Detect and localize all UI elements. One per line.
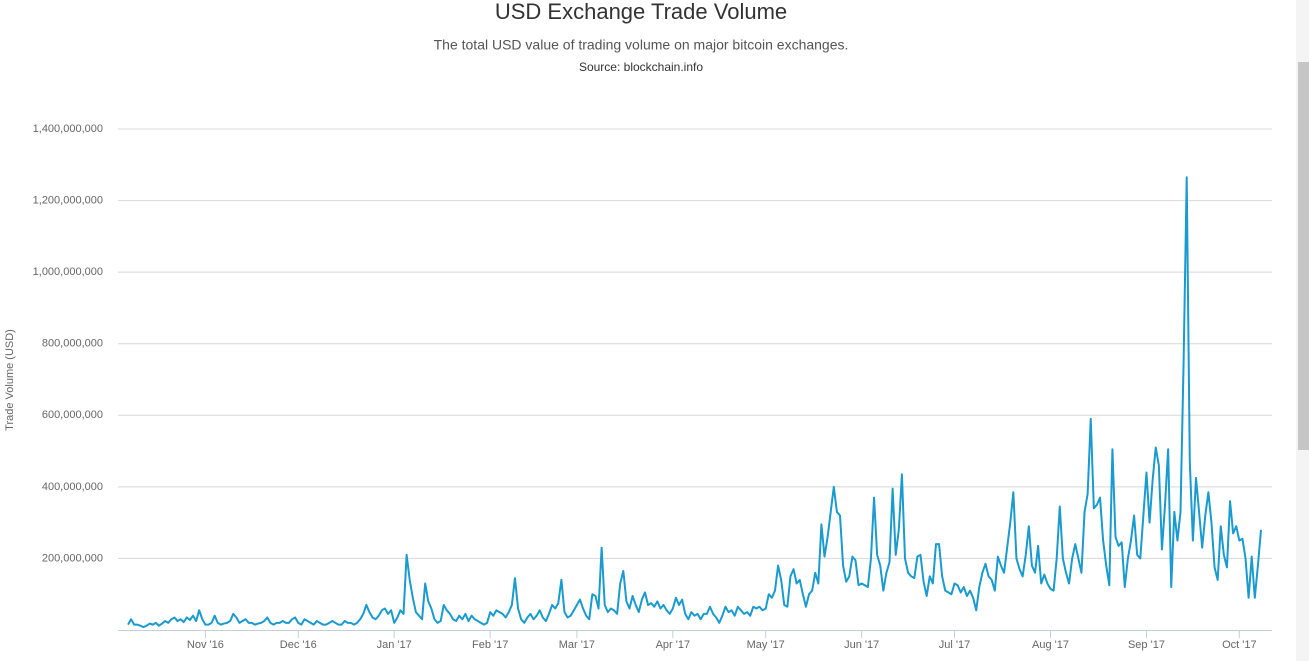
x-tick-label: Jun '17 [844, 639, 879, 651]
y-tick-label: 600,000,000 [42, 409, 103, 421]
y-tick-label: 400,000,000 [42, 481, 103, 493]
y-tick-label: 1,000,000,000 [33, 266, 103, 278]
x-tick-label: Oct '17 [1222, 639, 1257, 651]
x-tick-label: Dec '16 [280, 639, 317, 651]
x-tick-label: Aug '17 [1032, 639, 1069, 651]
chart-title: USD Exchange Trade Volume [495, 0, 787, 24]
y-tick-label: 800,000,000 [42, 338, 103, 350]
data-line [127, 176, 1262, 629]
scrollbar-thumb[interactable] [1298, 62, 1309, 450]
y-tick-label: 200,000,000 [42, 552, 103, 564]
x-tick-label: Jul '17 [939, 639, 970, 651]
x-tick-label: Sep '17 [1128, 639, 1165, 651]
chart-source: Source: blockchain.info [579, 60, 703, 74]
y-axis-label: Trade Volume (USD) [4, 329, 16, 431]
x-tick-label: Mar '17 [559, 639, 595, 651]
x-tick-label: Nov '16 [187, 639, 224, 651]
y-tick-label: 1,400,000,000 [33, 123, 103, 135]
x-tick-label: Jan '17 [377, 639, 412, 651]
x-tick-label: Apr '17 [656, 639, 691, 651]
x-tick-label: May '17 [747, 639, 785, 651]
chart-subtitle: The total USD value of trading volume on… [434, 37, 849, 53]
y-tick-label: 1,200,000,000 [33, 194, 103, 206]
x-tick-label: Feb '17 [472, 639, 508, 651]
